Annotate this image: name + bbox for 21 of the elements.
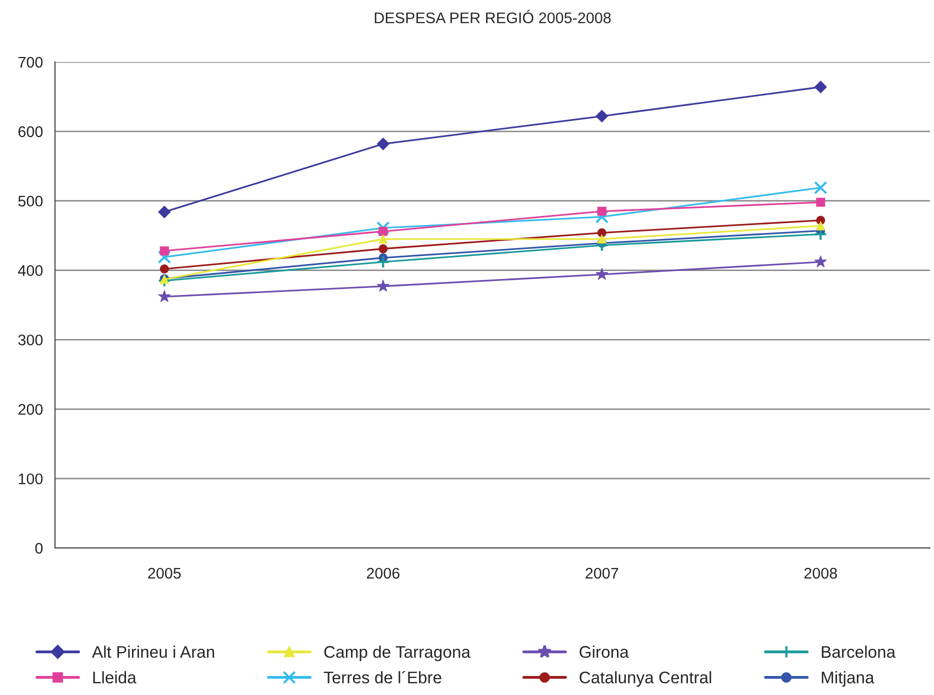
legend-label: Lleida [93,671,136,684]
y-tick-label: 400 [18,265,43,276]
legend-label: Mitjana [822,671,874,687]
x-tick-label: 2008 [804,568,837,579]
y-tick-label: 300 [18,334,43,346]
legend-label: Alt Pirineu i Aran [92,646,214,658]
legend-label: Girona [580,646,629,658]
y-tick-label: 100 [18,473,43,484]
legend-label: Barcelona [822,646,896,658]
y-tick-label: 600 [18,126,43,138]
legend-label: Camp de Tarragona [324,646,470,662]
legend-label: Catalunya Central [580,671,712,687]
legend-label: Terres de l´Ebre [324,670,442,684]
x-tick-label: 2006 [366,568,400,579]
x-tick-label: 2005 [148,568,181,579]
chart-title: DESPESA PER REGIÓ 2005-2008 [374,10,611,24]
y-tick-label: 200 [18,404,43,415]
y-tick-label: 700 [18,56,43,68]
y-tick-label: 0 [35,542,43,554]
y-tick-label: 500 [18,196,43,207]
x-tick-label: 2007 [586,568,618,579]
